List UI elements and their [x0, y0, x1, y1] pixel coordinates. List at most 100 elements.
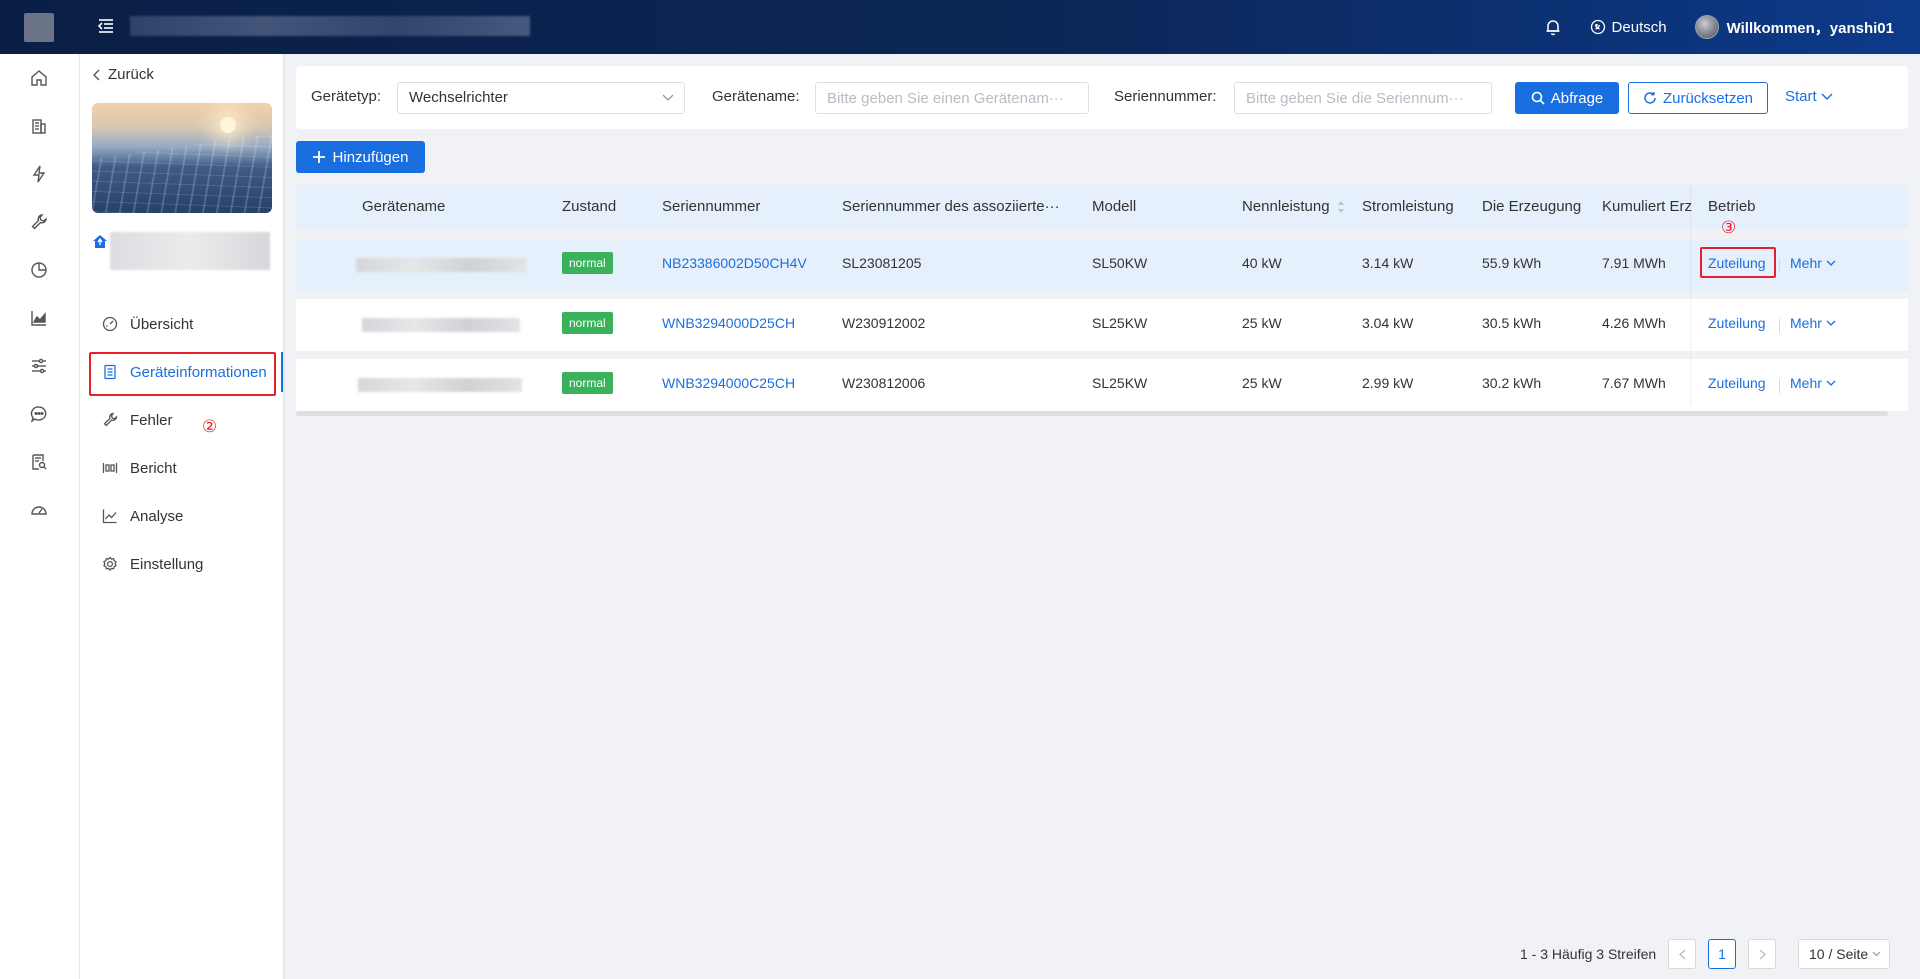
table-row[interactable]: normal NB23386002D50CH4V SL23081205 SL50…	[296, 239, 1908, 291]
sidebar-item-settings[interactable]: Einstellung	[92, 544, 272, 584]
home-icon[interactable]	[30, 69, 48, 87]
reset-button[interactable]: Zurücksetzen	[1628, 82, 1768, 114]
prev-page-button[interactable]	[1668, 939, 1696, 969]
more-dropdown[interactable]: Mehr	[1790, 315, 1836, 331]
column-header-rated-power[interactable]: Nennleistung	[1242, 198, 1330, 215]
wrench-icon	[102, 412, 118, 428]
gauge-icon[interactable]	[30, 501, 48, 519]
page-size-value: 10 / Seite	[1809, 946, 1868, 962]
device-name-input[interactable]	[815, 82, 1089, 114]
chevron-down-icon	[1826, 380, 1836, 387]
column-header-status: Zustand	[562, 198, 616, 215]
globe-icon	[1590, 19, 1606, 35]
plus-icon	[313, 151, 325, 163]
bell-icon[interactable]	[1544, 18, 1562, 36]
annotation-step-3: ③	[1721, 218, 1736, 238]
serial-number-input[interactable]	[1234, 82, 1492, 114]
device-name-redacted	[356, 258, 526, 272]
language-label: Deutsch	[1612, 19, 1667, 36]
cumulative-cell: 4.26 MWh	[1602, 315, 1666, 331]
sidebar-item-label: Übersicht	[130, 316, 193, 333]
page-size-select[interactable]: 10 / Seite	[1798, 939, 1890, 969]
sidebar-item-faults[interactable]: Fehler	[92, 400, 272, 440]
next-page-button[interactable]	[1748, 939, 1776, 969]
menu-toggle-icon[interactable]	[96, 16, 116, 36]
chevron-down-icon	[1872, 951, 1881, 957]
gear-icon	[102, 556, 118, 572]
report-icon	[102, 460, 118, 476]
serial-number-link[interactable]: WNB3294000C25CH	[662, 375, 795, 391]
add-device-button[interactable]: Hinzufügen	[296, 141, 425, 173]
cumulative-cell: 7.67 MWh	[1602, 375, 1666, 391]
language-switch[interactable]: Deutsch	[1590, 19, 1667, 36]
assign-link[interactable]: Zuteilung	[1708, 315, 1766, 331]
pie-chart-icon[interactable]	[30, 261, 48, 279]
page-button-current[interactable]: 1	[1708, 939, 1736, 969]
chevron-right-icon	[1759, 949, 1766, 960]
current-power-cell: 2.99 kW	[1362, 375, 1413, 391]
expand-filter-label: Start	[1785, 88, 1817, 105]
serial-number-link[interactable]: NB23386002D50CH4V	[662, 255, 807, 271]
serial-number-link[interactable]: WNB3294000D25CH	[662, 315, 795, 331]
chat-icon[interactable]	[30, 405, 48, 423]
user-menu[interactable]: Willkommen，yanshi01	[1695, 15, 1894, 39]
sliders-icon[interactable]	[30, 357, 48, 375]
annotation-highlight-assign	[1700, 247, 1776, 278]
pagination-total: 1 - 3 Häufig 3 Streifen	[1520, 946, 1656, 962]
assoc-serial-cell: W230912002	[842, 315, 925, 331]
filter-bar: Gerätetyp: Wechselrichter Gerätename: Se…	[296, 66, 1908, 129]
device-name-label: Gerätename:	[712, 88, 800, 105]
cumulative-cell: 7.91 MWh	[1602, 255, 1666, 271]
more-label: Mehr	[1790, 315, 1822, 331]
divider	[1779, 379, 1780, 393]
search-icon	[1531, 91, 1545, 105]
building-icon[interactable]	[30, 117, 48, 135]
generation-cell: 55.9 kWh	[1482, 255, 1541, 271]
more-label: Mehr	[1790, 375, 1822, 391]
back-link[interactable]: Zurück	[92, 66, 154, 83]
chevron-down-icon	[662, 94, 674, 102]
station-home-icon	[92, 234, 108, 250]
chevron-down-icon	[1821, 93, 1833, 101]
device-name-redacted	[362, 318, 520, 332]
refresh-icon	[1643, 91, 1657, 105]
sort-icon[interactable]	[1337, 200, 1345, 214]
expand-filter-toggle[interactable]: Start	[1785, 88, 1833, 105]
sidebar-item-analysis[interactable]: Analyse	[92, 496, 272, 536]
table-row[interactable]: normal WNB3294000D25CH W230912002 SL25KW…	[296, 299, 1908, 351]
more-dropdown[interactable]: Mehr	[1790, 375, 1836, 391]
wrench-icon[interactable]	[30, 213, 48, 231]
lightning-icon[interactable]	[30, 165, 48, 183]
bar-chart-icon[interactable]	[30, 309, 48, 327]
query-button[interactable]: Abfrage	[1515, 82, 1619, 114]
device-name-redacted	[358, 378, 522, 392]
column-header-operation: Betrieb	[1708, 198, 1756, 215]
assoc-serial-cell: W230812006	[842, 375, 925, 391]
sidebar-item-label: Analyse	[130, 508, 183, 525]
query-button-label: Abfrage	[1551, 90, 1604, 107]
rated-power-cell: 25 kW	[1242, 375, 1282, 391]
model-cell: SL25KW	[1092, 375, 1147, 391]
chevron-down-icon	[1826, 260, 1836, 267]
icon-rail	[0, 54, 80, 979]
column-header-assoc-serial: Seriennummer des assoziierte···	[842, 198, 1058, 215]
device-type-select[interactable]: Wechselrichter	[397, 82, 685, 114]
more-dropdown[interactable]: Mehr	[1790, 255, 1836, 271]
current-power-cell: 3.04 kW	[1362, 315, 1413, 331]
annotation-highlight-device-info	[89, 352, 276, 396]
column-header-model: Modell	[1092, 198, 1136, 215]
status-badge: normal	[562, 372, 613, 394]
document-search-icon[interactable]	[30, 453, 48, 471]
sun-glare	[220, 117, 236, 133]
sidebar-item-report[interactable]: Bericht	[92, 448, 272, 488]
divider	[1779, 259, 1780, 273]
device-type-value: Wechselrichter	[409, 89, 508, 106]
app-logo[interactable]	[24, 13, 54, 42]
assign-link[interactable]: Zuteilung	[1708, 375, 1766, 391]
model-cell: SL25KW	[1092, 315, 1147, 331]
horizontal-scrollbar[interactable]	[296, 411, 1888, 416]
table-row[interactable]: normal WNB3294000C25CH W230812006 SL25KW…	[296, 359, 1908, 411]
sidebar-item-overview[interactable]: Übersicht	[92, 304, 272, 344]
column-header-device-name: Gerätename	[362, 198, 445, 215]
generation-cell: 30.5 kWh	[1482, 315, 1541, 331]
